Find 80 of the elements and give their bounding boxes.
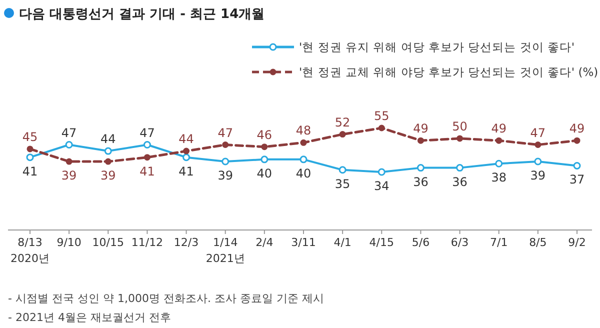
x-tick-label: 8/5 [529, 236, 547, 249]
data-label: 39 [100, 168, 116, 183]
data-label: 36 [413, 174, 428, 189]
point [496, 137, 502, 144]
point [104, 158, 112, 165]
x-tick-label: 9/2 [568, 236, 586, 249]
data-label: 39 [218, 168, 233, 183]
point [260, 156, 268, 164]
data-label: 50 [452, 119, 468, 134]
point [183, 148, 190, 154]
text: - 2021년 4월은 재보궐선거 전후 [8, 311, 171, 324]
data-label: 49 [413, 122, 428, 136]
x-tick-label: 6/3 [450, 236, 469, 249]
point [573, 162, 581, 170]
chart-title: 다음 대통령선거 결과 기대 - 최근 14개월 [19, 7, 265, 22]
x-tick-label: 4/15 [369, 236, 394, 249]
point [65, 141, 73, 149]
point [495, 160, 503, 168]
data-label: 44 [178, 132, 194, 146]
point [222, 142, 229, 148]
point [574, 137, 580, 144]
data-label: 41 [140, 164, 155, 178]
data-label: 40 [296, 166, 312, 180]
data-label: 45 [22, 130, 38, 144]
point [300, 139, 307, 146]
data-label: 41 [178, 164, 194, 178]
point [456, 164, 464, 172]
text: - 시점별 전국 성인 약 1,000명 전화조사. 조사 종료일 기준 제시 [8, 292, 324, 305]
point [261, 144, 268, 150]
data-label: 52 [334, 115, 350, 130]
data-label: 47 [218, 126, 233, 140]
data-label: 49 [491, 122, 506, 136]
point [182, 154, 190, 162]
point [144, 154, 150, 161]
x-tick-label: 3/11 [291, 236, 316, 249]
data-label: 38 [491, 170, 506, 185]
data-label: 47 [530, 126, 546, 140]
x-tick-label: 10/15 [92, 236, 124, 249]
point [300, 156, 308, 164]
point [416, 164, 424, 172]
x-tick-label: 12/3 [174, 236, 199, 249]
data-label: 55 [374, 109, 390, 123]
point [534, 142, 542, 148]
point [378, 124, 385, 132]
legend-label: '현 정권 유지 위해 여당 후보가 당선되는 것이 좋다' [299, 40, 575, 54]
data-label: 47 [140, 126, 155, 140]
data-label: 49 [569, 122, 585, 136]
point [143, 141, 151, 149]
data-label: 35 [334, 176, 350, 191]
data-label: 46 [256, 128, 272, 142]
x-tick-label: 5/6 [412, 236, 430, 249]
point [339, 131, 346, 138]
x-tick-label: 2/4 [256, 236, 274, 249]
point [26, 146, 34, 152]
data-label: 41 [22, 164, 38, 178]
data-label: 44 [100, 132, 116, 146]
point [222, 158, 230, 166]
data-label: 39 [61, 168, 77, 183]
x-tick-label: 7/1 [490, 236, 508, 249]
point [456, 135, 464, 142]
x-tick-label: 11/12 [131, 236, 164, 249]
x-tick-label: 1/14 2021년 [206, 236, 245, 265]
data-label: 48 [296, 124, 312, 138]
point [104, 147, 112, 155]
data-label: 40 [256, 166, 272, 180]
x-tick-label: 8/13 2020년 [10, 236, 50, 265]
point [417, 137, 424, 144]
data-label: 47 [61, 126, 77, 140]
data-label: 39 [530, 168, 546, 183]
data-label: 37 [569, 172, 585, 187]
point [534, 158, 542, 166]
legend-label: '현 정권 교체 위해 야당 후보가 당선되는 것이 좋다' (%) [299, 65, 598, 79]
data-label: 36 [452, 174, 468, 189]
point [378, 168, 386, 176]
point [26, 154, 34, 162]
x-tick-label: 9/10 [56, 236, 82, 249]
data-label: 34 [374, 179, 390, 193]
point [338, 166, 346, 174]
point [66, 158, 72, 165]
x-tick-label: 4/1 [334, 236, 352, 249]
